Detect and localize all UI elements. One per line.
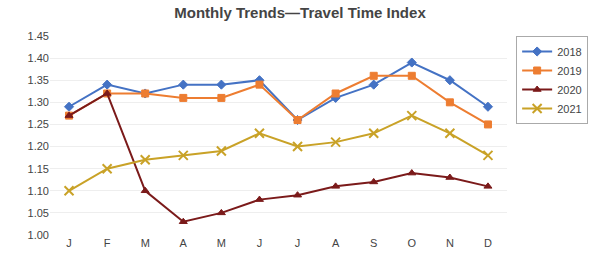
svg-text:S: S [370,237,377,249]
svg-text:1.05: 1.05 [28,207,49,219]
svg-text:A: A [332,237,340,249]
svg-text:2019: 2019 [557,65,581,77]
svg-text:A: A [180,237,188,249]
svg-text:O: O [408,237,417,249]
svg-text:J: J [66,237,72,249]
svg-text:1.45: 1.45 [28,30,49,42]
svg-text:J: J [295,237,301,249]
svg-text:1.20: 1.20 [28,140,49,152]
svg-text:1.35: 1.35 [28,74,49,86]
svg-text:2020: 2020 [557,84,581,96]
svg-text:1.00: 1.00 [28,229,49,241]
svg-text:D: D [484,237,492,249]
svg-text:M: M [217,237,226,249]
svg-text:Monthly Trends—Travel Time Ind: Monthly Trends—Travel Time Index [174,4,426,21]
svg-text:2018: 2018 [557,46,581,58]
svg-text:1.15: 1.15 [28,163,49,175]
svg-text:1.40: 1.40 [28,52,49,64]
svg-text:F: F [104,237,111,249]
svg-text:1.25: 1.25 [28,118,49,130]
svg-text:1.10: 1.10 [28,185,49,197]
svg-text:2021: 2021 [557,103,581,115]
svg-text:1.30: 1.30 [28,96,49,108]
svg-text:N: N [446,237,454,249]
svg-text:J: J [257,237,263,249]
svg-text:M: M [141,237,150,249]
